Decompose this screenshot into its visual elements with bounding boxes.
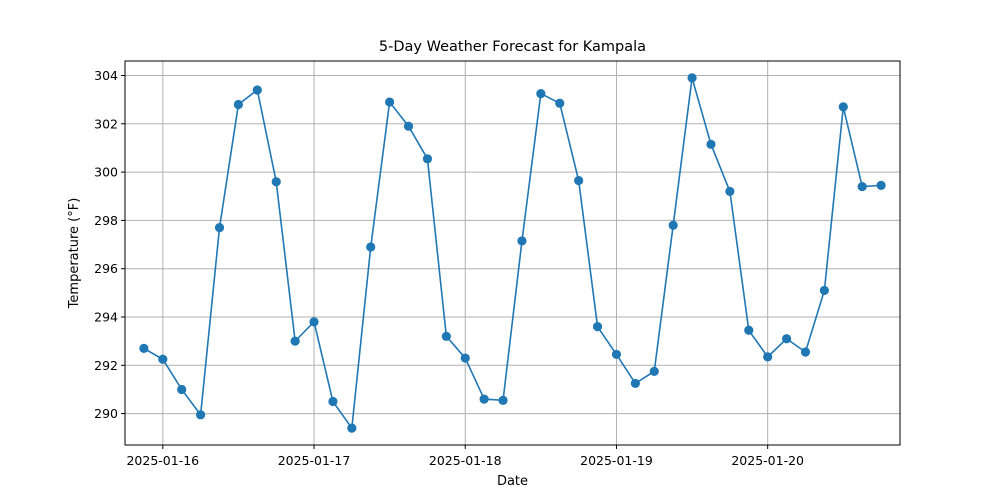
series-line bbox=[143, 77, 882, 431]
data-point bbox=[177, 384, 187, 395]
y-tick-label: 296 bbox=[94, 261, 118, 276]
chart-title: 5-Day Weather Forecast for Kampala bbox=[379, 39, 646, 55]
y-tick-label: 294 bbox=[94, 310, 118, 325]
axis-ticks: 290 292 294 296 298 300 302 304 2025-01-16 2025-0… bbox=[94, 68, 804, 468]
data-point bbox=[139, 343, 149, 353]
series-temperature bbox=[139, 73, 886, 433]
data-point bbox=[347, 423, 357, 433]
data-point bbox=[668, 220, 678, 230]
data-point bbox=[290, 336, 300, 346]
data-point bbox=[196, 410, 206, 420]
y-tick-label: 300 bbox=[94, 165, 118, 180]
y-tick-label: 290 bbox=[94, 406, 118, 421]
data-point bbox=[460, 353, 470, 363]
data-point bbox=[158, 354, 168, 364]
y-tick-label: 302 bbox=[94, 116, 118, 131]
x-tick-label: 2025-01-19 bbox=[580, 453, 653, 468]
data-point bbox=[611, 349, 622, 360]
plot-area-frame bbox=[124, 60, 901, 446]
x-tick-label: 2025-01-16 bbox=[126, 453, 199, 468]
y-tick-label: 292 bbox=[94, 358, 118, 373]
data-point bbox=[479, 394, 489, 404]
data-point bbox=[763, 352, 773, 362]
y-tick-label: 304 bbox=[94, 68, 118, 83]
data-point bbox=[781, 334, 792, 344]
data-point bbox=[630, 378, 640, 389]
data-point bbox=[649, 366, 659, 376]
data-point bbox=[403, 121, 414, 131]
data-point bbox=[555, 98, 565, 108]
data-point bbox=[536, 89, 546, 99]
data-point bbox=[876, 180, 886, 190]
data-point bbox=[592, 322, 603, 332]
data-point bbox=[744, 325, 754, 335]
data-point bbox=[800, 347, 811, 357]
data-point bbox=[309, 317, 319, 327]
y-axis-label: Temperature (°F) bbox=[67, 198, 82, 310]
data-point bbox=[328, 396, 338, 407]
data-point bbox=[706, 139, 716, 149]
data-point bbox=[271, 177, 281, 187]
data-point bbox=[498, 395, 508, 405]
x-tick-label: 2025-01-17 bbox=[278, 453, 351, 468]
data-point bbox=[441, 331, 451, 341]
data-point bbox=[517, 236, 527, 246]
data-point bbox=[819, 285, 829, 296]
data-point bbox=[574, 175, 584, 186]
x-tick-label: 2025-01-20 bbox=[731, 453, 804, 468]
data-point bbox=[857, 181, 867, 192]
data-point bbox=[252, 85, 262, 95]
data-point bbox=[725, 186, 735, 197]
grid-lines bbox=[125, 61, 900, 445]
data-point bbox=[422, 154, 433, 164]
data-point bbox=[233, 99, 244, 110]
data-point bbox=[687, 73, 697, 83]
data-point bbox=[838, 102, 848, 112]
x-axis-label: Date bbox=[497, 474, 528, 489]
data-point bbox=[385, 97, 395, 107]
y-tick-label: 298 bbox=[94, 213, 118, 228]
data-point bbox=[214, 223, 225, 233]
x-tick-label: 2025-01-18 bbox=[429, 453, 502, 468]
data-point bbox=[366, 242, 376, 252]
